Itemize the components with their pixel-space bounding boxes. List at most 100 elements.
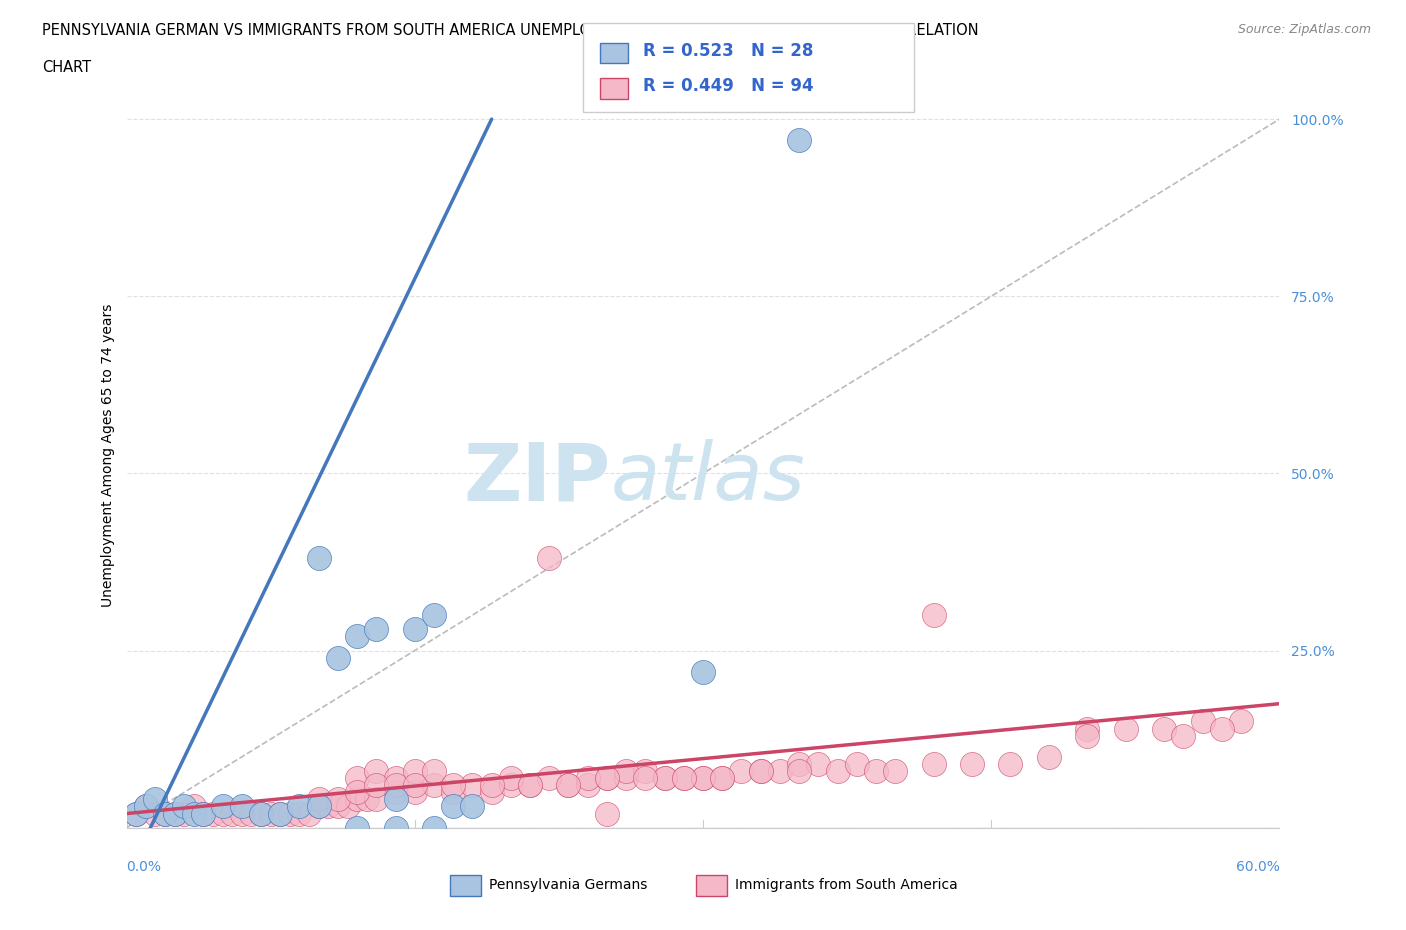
Point: [692, 771, 714, 786]
Point: [538, 551, 561, 565]
Point: [366, 622, 388, 637]
Point: [145, 792, 166, 807]
Point: [145, 806, 166, 821]
Point: [366, 777, 388, 792]
Point: [384, 771, 406, 786]
Point: [441, 799, 464, 814]
Point: [711, 771, 734, 786]
Point: [211, 806, 233, 821]
Point: [231, 799, 253, 814]
Text: Pennsylvania Germans: Pennsylvania Germans: [489, 878, 648, 893]
Point: [1000, 756, 1022, 771]
Point: [193, 806, 215, 821]
Point: [423, 820, 446, 835]
Point: [1076, 721, 1098, 736]
Point: [308, 792, 330, 807]
Point: [231, 806, 253, 821]
Point: [1173, 728, 1195, 743]
Point: [240, 806, 263, 821]
Point: [1211, 721, 1233, 736]
Point: [346, 629, 368, 644]
Text: 0.0%: 0.0%: [127, 860, 162, 874]
Point: [634, 764, 657, 778]
Point: [1115, 721, 1137, 736]
Point: [346, 785, 368, 800]
Point: [259, 806, 281, 821]
Point: [366, 792, 388, 807]
Point: [384, 785, 406, 800]
Text: 60.0%: 60.0%: [1236, 860, 1279, 874]
Point: [173, 806, 195, 821]
Point: [922, 607, 945, 622]
Point: [404, 764, 426, 778]
Point: [153, 806, 176, 821]
Point: [135, 799, 157, 814]
Point: [596, 771, 619, 786]
Point: [211, 799, 233, 814]
Point: [787, 756, 810, 771]
Point: [461, 777, 484, 792]
Point: [481, 777, 503, 792]
Point: [827, 764, 849, 778]
Point: [672, 771, 695, 786]
Point: [336, 799, 359, 814]
Point: [125, 806, 148, 821]
Point: [692, 664, 714, 679]
Point: [1191, 714, 1213, 729]
Point: [672, 771, 695, 786]
Point: [519, 777, 541, 792]
Text: atlas: atlas: [610, 439, 806, 517]
Point: [346, 792, 368, 807]
Point: [441, 785, 464, 800]
Point: [193, 806, 215, 821]
Point: [884, 764, 907, 778]
Point: [404, 777, 426, 792]
Point: [201, 806, 224, 821]
Point: [384, 820, 406, 835]
Point: [183, 799, 205, 814]
Point: [356, 792, 378, 807]
Point: [346, 771, 368, 786]
Point: [384, 792, 406, 807]
Point: [576, 771, 599, 786]
Point: [326, 792, 349, 807]
Point: [576, 777, 599, 792]
Point: [557, 777, 579, 792]
Point: [404, 622, 426, 637]
Point: [865, 764, 887, 778]
Point: [308, 799, 330, 814]
Point: [922, 756, 945, 771]
Point: [278, 806, 301, 821]
Point: [1038, 750, 1060, 764]
Point: [461, 799, 484, 814]
Point: [250, 806, 273, 821]
Point: [269, 806, 291, 821]
Point: [654, 771, 676, 786]
Point: [441, 777, 464, 792]
Point: [250, 806, 273, 821]
Text: Immigrants from South America: Immigrants from South America: [735, 878, 957, 893]
Point: [1230, 714, 1253, 729]
Point: [326, 650, 349, 665]
Point: [634, 771, 657, 786]
Point: [596, 771, 619, 786]
Point: [384, 777, 406, 792]
Text: CHART: CHART: [42, 60, 91, 75]
Point: [692, 771, 714, 786]
Point: [423, 777, 446, 792]
Point: [269, 806, 291, 821]
Point: [125, 806, 148, 821]
Point: [769, 764, 792, 778]
Point: [423, 607, 446, 622]
Point: [288, 806, 311, 821]
Point: [135, 799, 157, 814]
Text: Source: ZipAtlas.com: Source: ZipAtlas.com: [1237, 23, 1371, 36]
Point: [308, 551, 330, 565]
Point: [807, 756, 830, 771]
Point: [423, 764, 446, 778]
Text: R = 0.523   N = 28: R = 0.523 N = 28: [643, 42, 813, 60]
Point: [557, 777, 579, 792]
Point: [404, 785, 426, 800]
Point: [1076, 728, 1098, 743]
Point: [730, 764, 752, 778]
